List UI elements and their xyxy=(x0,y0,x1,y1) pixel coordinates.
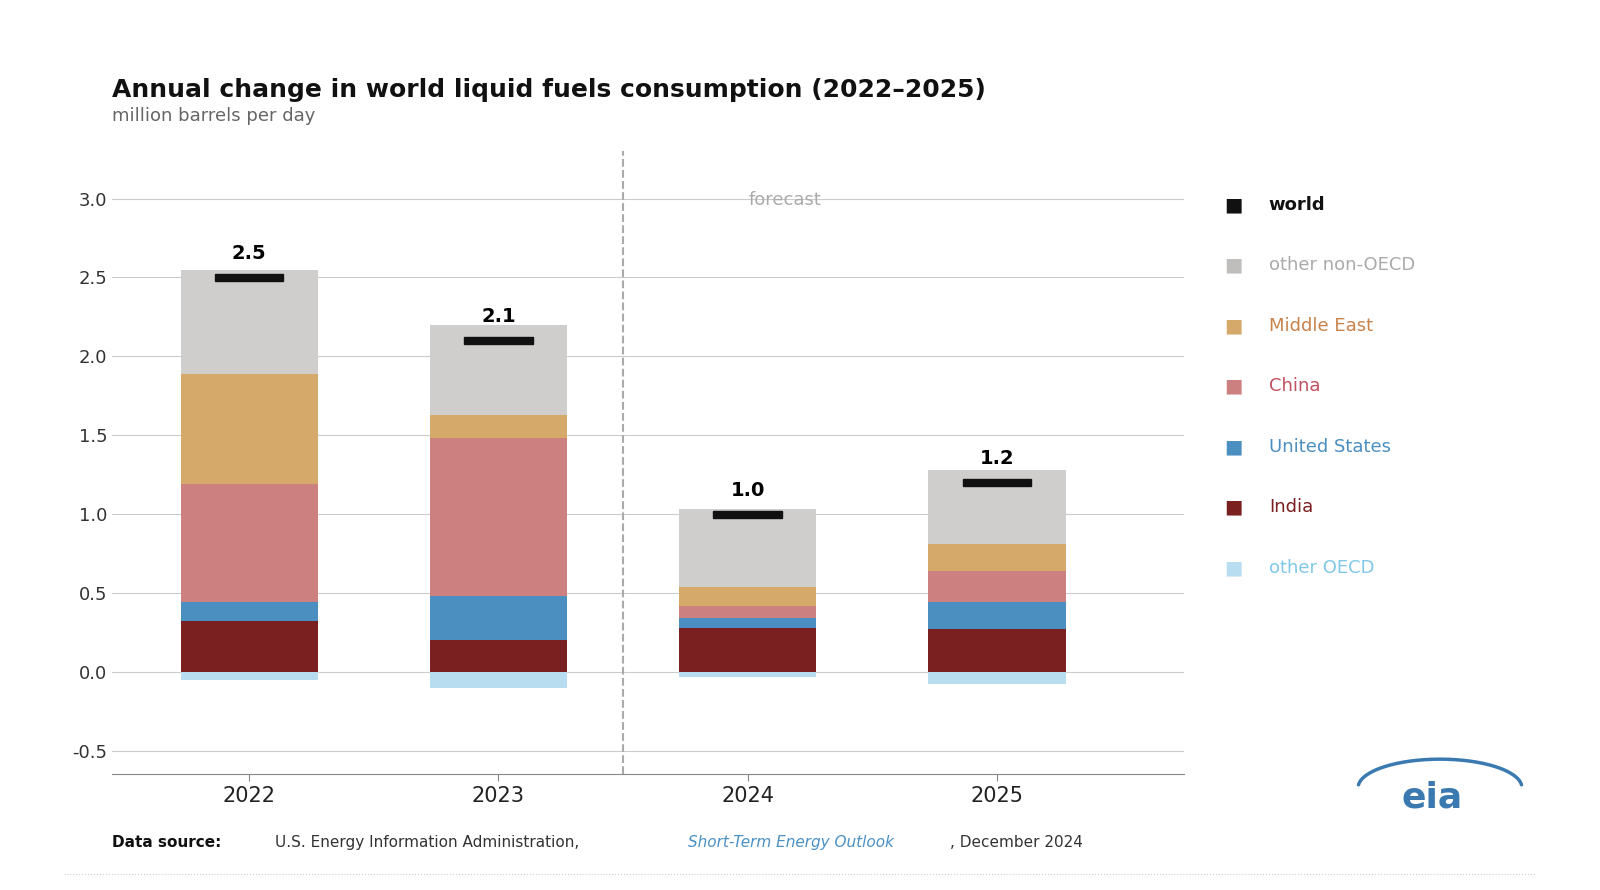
Text: United States: United States xyxy=(1269,438,1390,456)
Bar xyxy=(928,672,1066,684)
Bar xyxy=(214,274,283,281)
Text: other non-OECD: other non-OECD xyxy=(1269,256,1414,274)
Text: Short-Term Energy Outlook: Short-Term Energy Outlook xyxy=(688,835,894,850)
Text: 1.2: 1.2 xyxy=(979,449,1014,468)
Bar xyxy=(181,484,318,603)
Bar xyxy=(678,605,816,619)
Text: 2.1: 2.1 xyxy=(482,307,515,327)
Text: ■: ■ xyxy=(1224,498,1242,517)
Bar xyxy=(678,509,816,587)
Text: ■: ■ xyxy=(1224,558,1242,578)
Text: ■: ■ xyxy=(1224,376,1242,396)
Bar xyxy=(963,479,1032,486)
Text: Middle East: Middle East xyxy=(1269,317,1373,335)
Text: ■: ■ xyxy=(1224,437,1242,457)
Text: ■: ■ xyxy=(1224,255,1242,275)
Bar xyxy=(181,374,318,484)
Text: 2.5: 2.5 xyxy=(232,244,267,263)
Text: world: world xyxy=(1269,196,1325,214)
Bar xyxy=(714,511,782,518)
Text: Data source:: Data source: xyxy=(112,835,221,850)
Bar xyxy=(430,596,566,640)
Text: Annual change in world liquid fuels consumption (2022–2025): Annual change in world liquid fuels cons… xyxy=(112,78,986,102)
Bar xyxy=(430,415,566,439)
Bar xyxy=(430,640,566,672)
Bar xyxy=(928,629,1066,672)
Bar xyxy=(928,570,1066,603)
Text: India: India xyxy=(1269,498,1314,516)
Text: eia: eia xyxy=(1402,781,1462,814)
Text: million barrels per day: million barrels per day xyxy=(112,107,315,125)
Text: China: China xyxy=(1269,377,1320,395)
Bar xyxy=(928,470,1066,544)
Text: ■: ■ xyxy=(1224,316,1242,336)
Bar xyxy=(678,619,816,627)
Bar xyxy=(928,544,1066,570)
Bar xyxy=(181,621,318,672)
Text: U.S. Energy Information Administration,: U.S. Energy Information Administration, xyxy=(275,835,584,850)
Bar xyxy=(430,672,566,688)
Bar xyxy=(181,603,318,621)
Bar xyxy=(678,672,816,676)
Text: 1.0: 1.0 xyxy=(731,481,765,500)
Text: ■: ■ xyxy=(1224,195,1242,214)
Bar xyxy=(430,439,566,596)
Bar xyxy=(181,672,318,680)
Text: forecast: forecast xyxy=(749,190,821,209)
Bar xyxy=(928,603,1066,629)
Text: , December 2024: , December 2024 xyxy=(950,835,1083,850)
Bar xyxy=(181,270,318,374)
Bar xyxy=(430,325,566,415)
Text: other OECD: other OECD xyxy=(1269,559,1374,577)
Bar xyxy=(464,337,533,344)
Bar xyxy=(678,627,816,672)
Bar xyxy=(678,587,816,605)
